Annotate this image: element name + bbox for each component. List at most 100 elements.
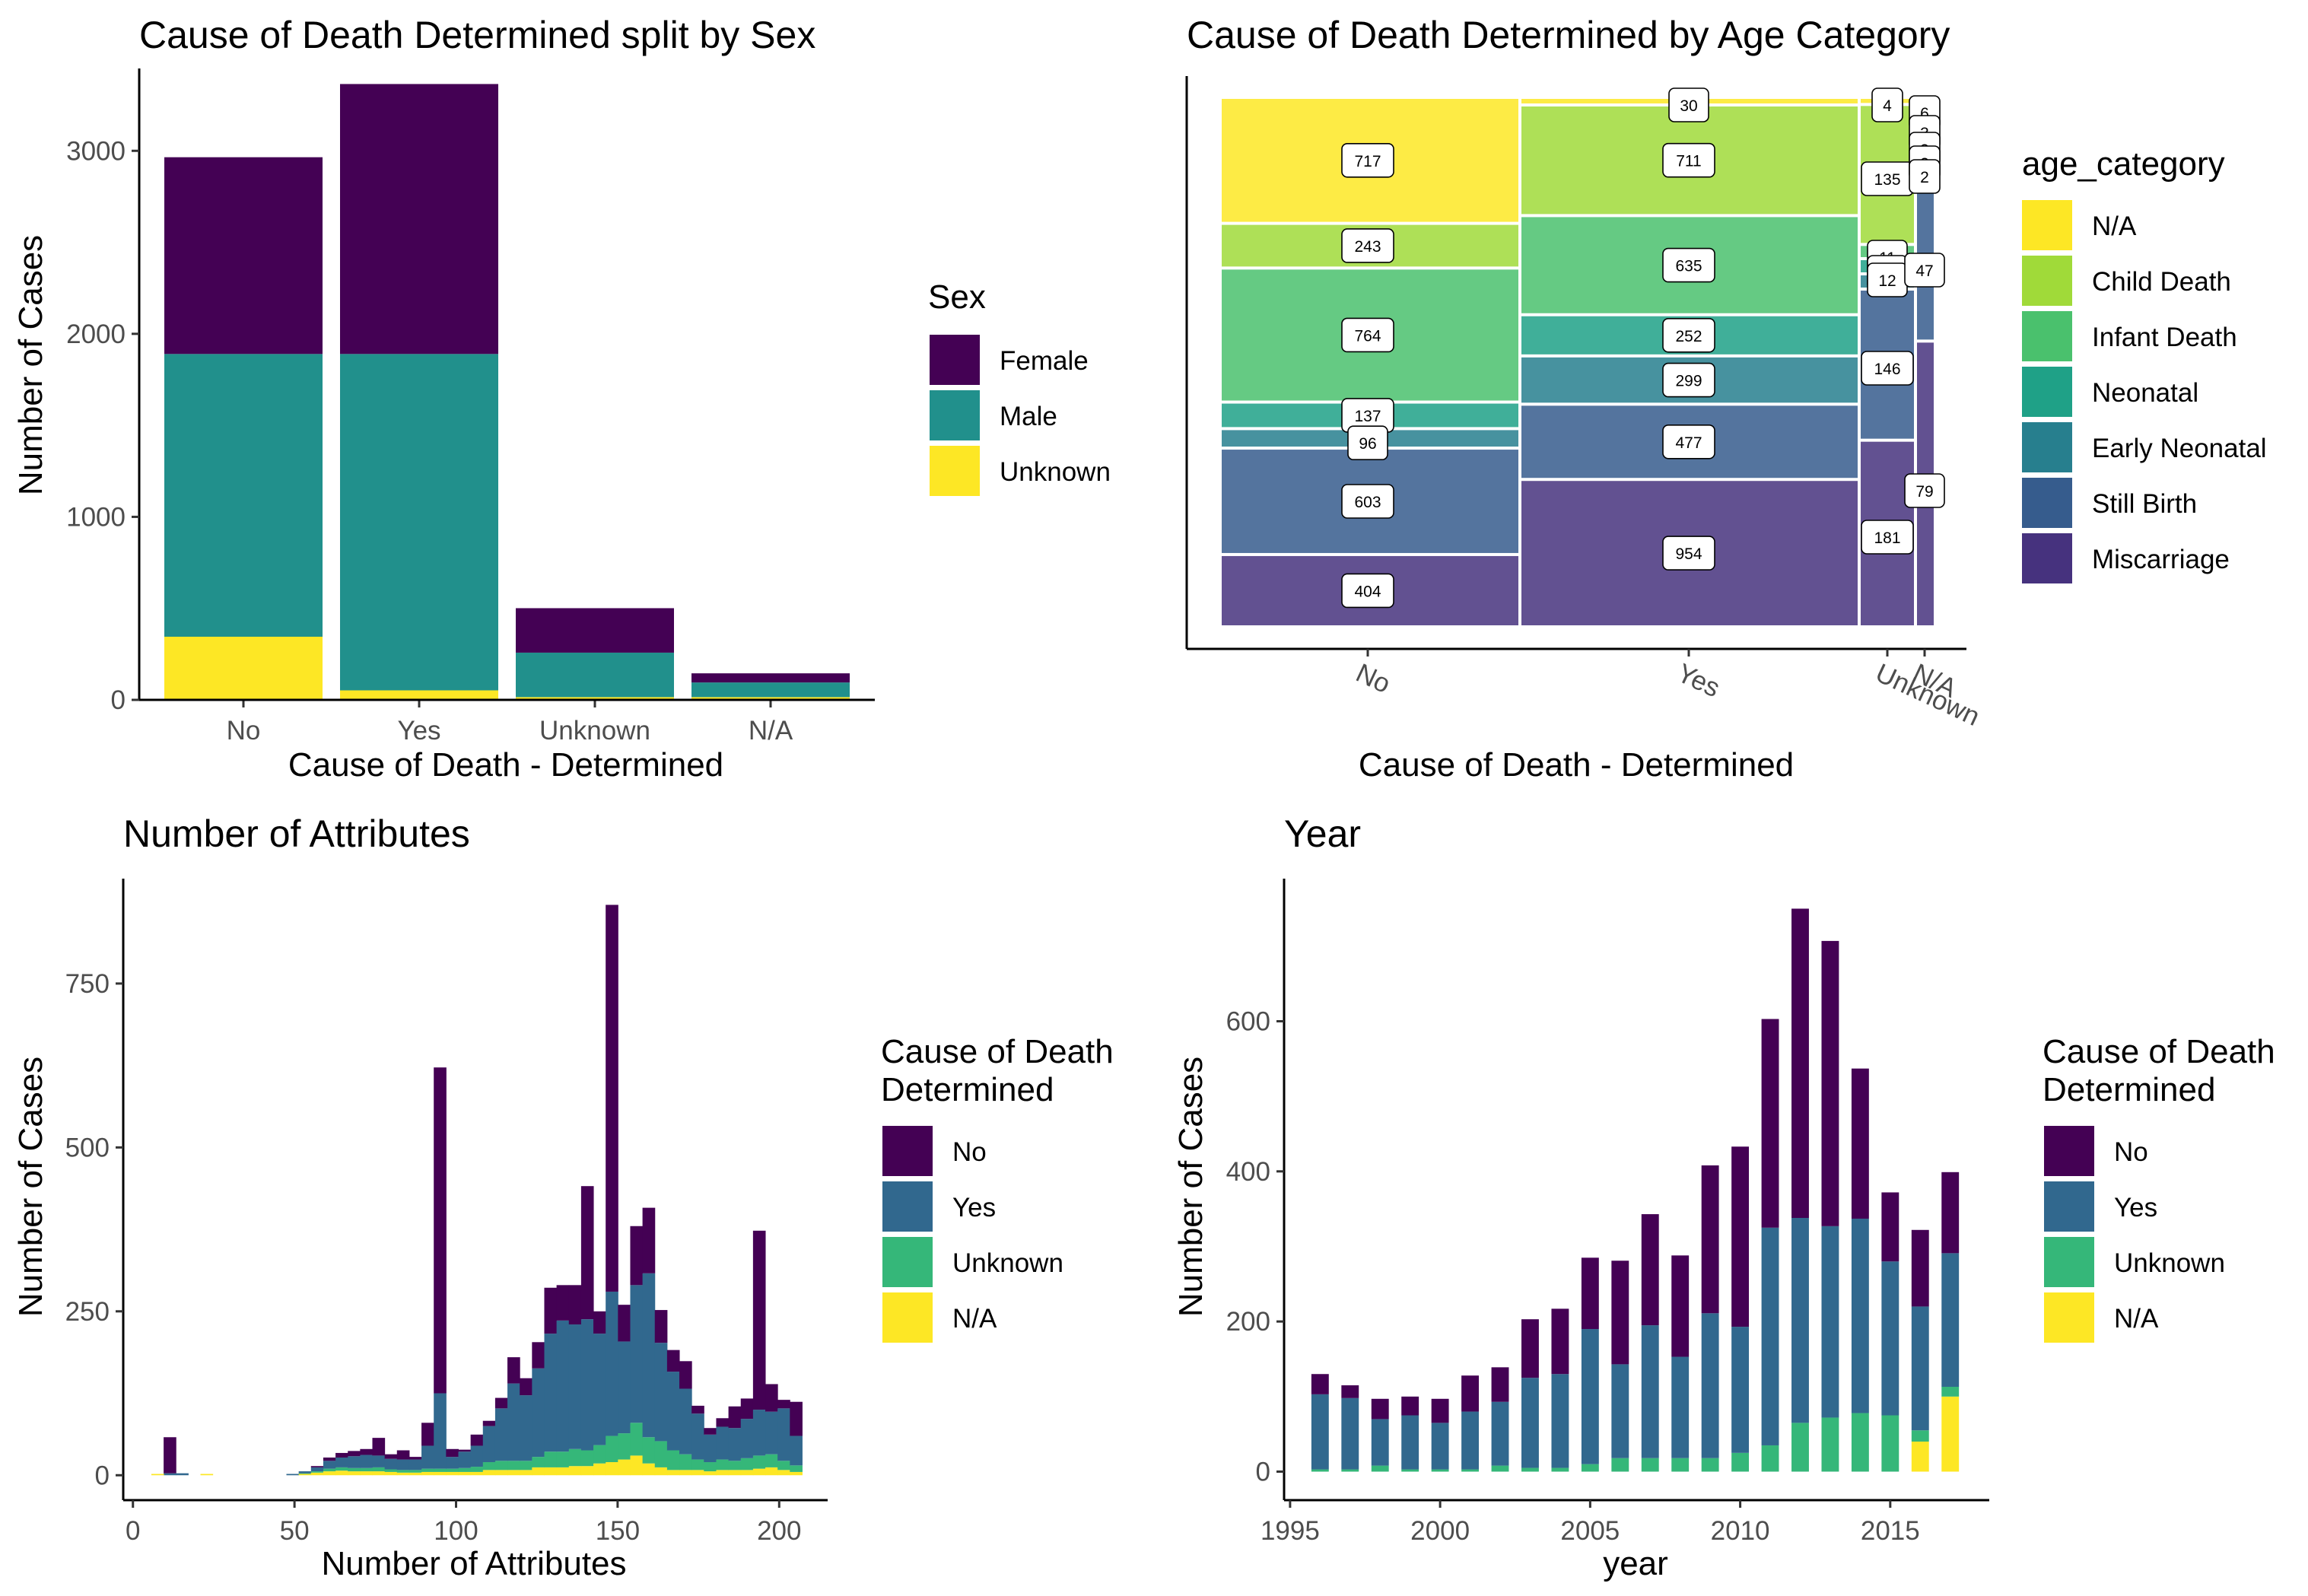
bar-segment bbox=[1941, 1172, 1960, 1254]
histogram-bar-segment bbox=[348, 1456, 361, 1468]
histogram-bar-segment bbox=[716, 1459, 730, 1470]
y-tick-label: 500 bbox=[65, 1133, 110, 1162]
histogram-bar-segment bbox=[372, 1471, 386, 1476]
histogram-bar-segment bbox=[494, 1408, 508, 1461]
histogram-bar-segment bbox=[568, 1448, 582, 1467]
plot-area: No Yes Unknown N/A 0 1000 2000 3000 bbox=[66, 68, 875, 746]
x-tick-label: 200 bbox=[757, 1516, 801, 1546]
x-tick-label: 0 bbox=[126, 1516, 140, 1546]
legend-item-label: Still Birth bbox=[2092, 489, 2197, 519]
legend: age_category N/A Child Death Infant Death N… bbox=[2022, 145, 2267, 583]
bar-segment bbox=[1641, 1214, 1659, 1326]
legend-item-label: Neonatal bbox=[2092, 378, 2198, 408]
histogram-bar-segment bbox=[409, 1457, 422, 1460]
bar-segment bbox=[1491, 1401, 1509, 1466]
histogram-bar-segment bbox=[580, 1319, 594, 1451]
bar-segment bbox=[1611, 1261, 1629, 1365]
mosaic-value-label: 635 bbox=[1675, 258, 1702, 275]
histogram-bar-segment bbox=[691, 1413, 704, 1460]
histogram-bar-segment bbox=[434, 1471, 447, 1476]
x-axis-title: Cause of Death - Determined bbox=[288, 746, 723, 784]
bar-segment bbox=[1431, 1423, 1449, 1470]
histogram-bar-segment bbox=[790, 1401, 803, 1436]
histogram-bar-segment bbox=[298, 1471, 312, 1474]
bar-segment bbox=[164, 157, 323, 354]
histogram-bar-segment bbox=[556, 1451, 570, 1467]
bar-segment bbox=[1731, 1452, 1750, 1472]
mosaic-value-label: 2 bbox=[1920, 169, 1929, 186]
histogram-bar-segment bbox=[470, 1434, 484, 1446]
legend-key-swatch bbox=[882, 1292, 933, 1343]
histogram-bar-segment bbox=[396, 1459, 410, 1470]
y-tick-label: 2000 bbox=[66, 320, 126, 349]
legend-title-line-1: Cause of Death bbox=[881, 1033, 1114, 1070]
mosaic-value-label: 12 bbox=[1878, 272, 1896, 290]
x-tick-label: 50 bbox=[280, 1516, 310, 1546]
x-tick-label: No bbox=[227, 716, 261, 746]
histogram-bar-segment bbox=[384, 1469, 398, 1472]
histogram-bar-segment bbox=[507, 1383, 520, 1461]
x-tick-label: 2000 bbox=[1410, 1516, 1470, 1546]
histogram-bar-segment bbox=[618, 1459, 631, 1476]
legend-item-label: Child Death bbox=[2092, 267, 2231, 297]
legend-key-swatch bbox=[2022, 478, 2072, 528]
histogram-bar-segment bbox=[642, 1463, 656, 1476]
mosaic-value-label: 96 bbox=[1359, 435, 1376, 453]
histogram-bar-segment bbox=[618, 1341, 631, 1434]
histogram-bar-segment bbox=[666, 1350, 680, 1372]
bar-segment bbox=[1371, 1398, 1389, 1420]
mosaic-label-box bbox=[1341, 317, 1394, 353]
histogram-bar-segment bbox=[176, 1473, 189, 1476]
bar-segment bbox=[1701, 1165, 1719, 1314]
legend-item-label: Female bbox=[1000, 346, 1089, 376]
mosaic-value-label: 4 bbox=[1883, 97, 1892, 115]
bar-segment bbox=[1431, 1469, 1449, 1472]
legend-item-label: N/A bbox=[952, 1304, 997, 1334]
bar-segment bbox=[1341, 1397, 1359, 1470]
bar-segment bbox=[1311, 1469, 1329, 1472]
mosaic-label-box bbox=[1341, 142, 1394, 178]
histogram-bar-segment bbox=[716, 1470, 730, 1476]
histogram-bar-segment bbox=[606, 905, 618, 1292]
bar-segment bbox=[1911, 1442, 1929, 1472]
histogram-bar-segment bbox=[654, 1343, 668, 1442]
legend-key-swatch bbox=[2022, 533, 2072, 583]
bar-segment bbox=[1821, 940, 1839, 1226]
bar-segment bbox=[1701, 1313, 1719, 1458]
bar-segment bbox=[1671, 1356, 1690, 1458]
legend-key-swatch bbox=[882, 1237, 933, 1287]
histogram-bar-segment bbox=[310, 1471, 324, 1473]
legend-item-label: Unknown bbox=[1000, 457, 1111, 487]
bar-segment bbox=[1881, 1261, 1899, 1416]
legend-key-swatch bbox=[930, 390, 980, 440]
y-axis-title: Number of Cases bbox=[12, 1057, 49, 1317]
histogram-bar-segment bbox=[790, 1471, 803, 1476]
mosaic-label-box bbox=[1668, 87, 1709, 122]
mosaic-value-label: 404 bbox=[1354, 583, 1381, 600]
mosaic-value-label: 711 bbox=[1676, 153, 1701, 170]
histogram-bar-segment bbox=[593, 1463, 606, 1476]
histogram-bar-segment bbox=[360, 1471, 373, 1476]
histogram-bar-segment bbox=[494, 1397, 508, 1409]
bar-segment bbox=[691, 697, 850, 700]
histogram-bar-segment bbox=[458, 1471, 472, 1476]
histogram-bar-segment bbox=[532, 1457, 545, 1467]
bar-segment bbox=[1821, 1417, 1839, 1472]
histogram-bar-segment bbox=[335, 1457, 348, 1467]
mosaic-label-box bbox=[1341, 484, 1394, 519]
histogram-bar-segment bbox=[777, 1408, 790, 1461]
y-tick-label: 400 bbox=[1226, 1157, 1270, 1187]
y-tick-label: 750 bbox=[65, 969, 110, 999]
bar-segment bbox=[1791, 1423, 1809, 1472]
histogram-bar-segment bbox=[434, 1468, 447, 1472]
histogram-bar-segment bbox=[728, 1461, 742, 1470]
histogram-bar-segment bbox=[752, 1230, 766, 1410]
legend-key-swatch bbox=[2022, 200, 2072, 250]
bar-segment bbox=[1941, 1387, 1960, 1397]
histogram-bar-segment bbox=[520, 1395, 532, 1461]
x-tick-label: Unknown bbox=[539, 716, 650, 746]
histogram-bar-segment bbox=[556, 1467, 570, 1476]
bar-segment bbox=[1911, 1229, 1929, 1307]
histogram-bar-segment bbox=[470, 1467, 484, 1472]
bar-segment bbox=[1671, 1255, 1690, 1357]
